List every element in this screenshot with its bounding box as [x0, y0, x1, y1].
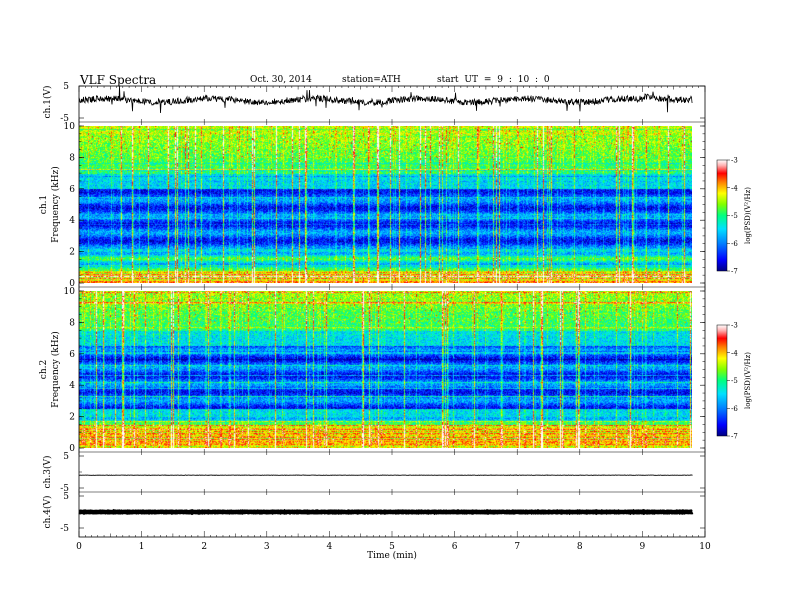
ch1_spectrogram-colorbar-label: log(PSD)(V²/Hz) [744, 187, 752, 244]
ch1_spectrogram-colorbar-tick-label: -4 [731, 184, 738, 192]
ch2_spectrogram-y-tick-label-0: 0 [69, 444, 75, 454]
ch1_spectrogram-y-tick-label-4: 4 [69, 216, 75, 226]
ch1_spectrogram-colorbar-tick-label: -7 [731, 268, 738, 276]
ch2_spectrogram-frequency-label: Frequency (kHz) [50, 331, 61, 408]
x-tick-label-2: 2 [201, 542, 207, 552]
figure-title: VLF Spectra [80, 73, 156, 87]
ch2_spectrogram-colorbar-tick-label: -6 [731, 405, 738, 413]
ch2_spectrogram-colorbar [717, 325, 727, 436]
ch1_spectrogram-colorbar-tick-label: -3 [731, 157, 738, 165]
ch2_spectrogram-y-tick-label-8: 8 [69, 318, 75, 328]
ch4-y-tick-label--5: -5 [60, 524, 69, 534]
ch2_spectrogram-colorbar-tick-label: -3 [731, 322, 738, 330]
ch2_spectrogram-channel-label: ch.2 [39, 360, 49, 379]
ch1_spectrogram-channel-label: ch.1 [39, 195, 49, 214]
x-tick-label-7: 7 [514, 542, 520, 552]
date-label: Oct. 30, 2014 [250, 75, 312, 85]
x-tick-label-10: 10 [699, 542, 711, 552]
x-tick-label-3: 3 [264, 542, 270, 552]
ch2_spectrogram-heatmap [79, 291, 692, 448]
ch2_spectrogram-colorbar-tick-label: -5 [731, 377, 738, 385]
ch1_spectrogram-y-tick-label-10: 10 [64, 122, 76, 132]
x-tick-label-8: 8 [577, 542, 583, 552]
ch2_spectrogram-colorbar-tick-label: -7 [731, 433, 738, 441]
ch3-y-tick-label-5: 5 [63, 452, 69, 462]
ch4-y-axis-label: ch.4(V) [42, 496, 53, 529]
x-axis-label: Time (min) [367, 550, 417, 561]
ch1-y-axis-label: ch.1(V) [42, 86, 53, 119]
x-tick-label-0: 0 [76, 542, 82, 552]
x-tick-label-4: 4 [327, 542, 333, 552]
x-tick-label-6: 6 [452, 542, 458, 552]
ch2_spectrogram-y-tick-label-10: 10 [64, 287, 76, 297]
ch2_spectrogram-y-tick-label-4: 4 [69, 381, 75, 391]
start-ut-label: start UT = 9 : 10 : 0 [437, 75, 550, 85]
ch2_spectrogram-y-tick-label-6: 6 [69, 350, 75, 360]
ch1_spectrogram-colorbar [717, 160, 727, 271]
ch1_spectrogram-frequency-label: Frequency (kHz) [50, 166, 61, 243]
ch1_spectrogram-heatmap [79, 126, 692, 283]
ch1_spectrogram-colorbar-tick-label: -5 [731, 212, 738, 220]
ch2_spectrogram-colorbar-label: log(PSD)(V²/Hz) [744, 352, 752, 409]
ch1-trace [79, 86, 693, 113]
x-tick-label-1: 1 [139, 542, 145, 552]
ch2_spectrogram-y-tick-label-2: 2 [69, 413, 75, 423]
ch1_spectrogram-y-tick-label-6: 6 [69, 185, 75, 195]
ch4-y-tick-label-5: 5 [63, 492, 69, 502]
ch1_spectrogram-y-tick-label-8: 8 [69, 153, 75, 163]
ch1-y-tick-label-5: 5 [63, 82, 69, 92]
station-label: station=ATH [342, 75, 401, 85]
ch3-y-axis-label: ch.3(V) [42, 456, 53, 489]
ch1_spectrogram-colorbar-tick-label: -6 [731, 240, 738, 248]
ch1_spectrogram-y-tick-label-2: 2 [69, 248, 75, 258]
ch2_spectrogram-colorbar-tick-label: -4 [731, 349, 738, 357]
x-tick-label-9: 9 [640, 542, 646, 552]
